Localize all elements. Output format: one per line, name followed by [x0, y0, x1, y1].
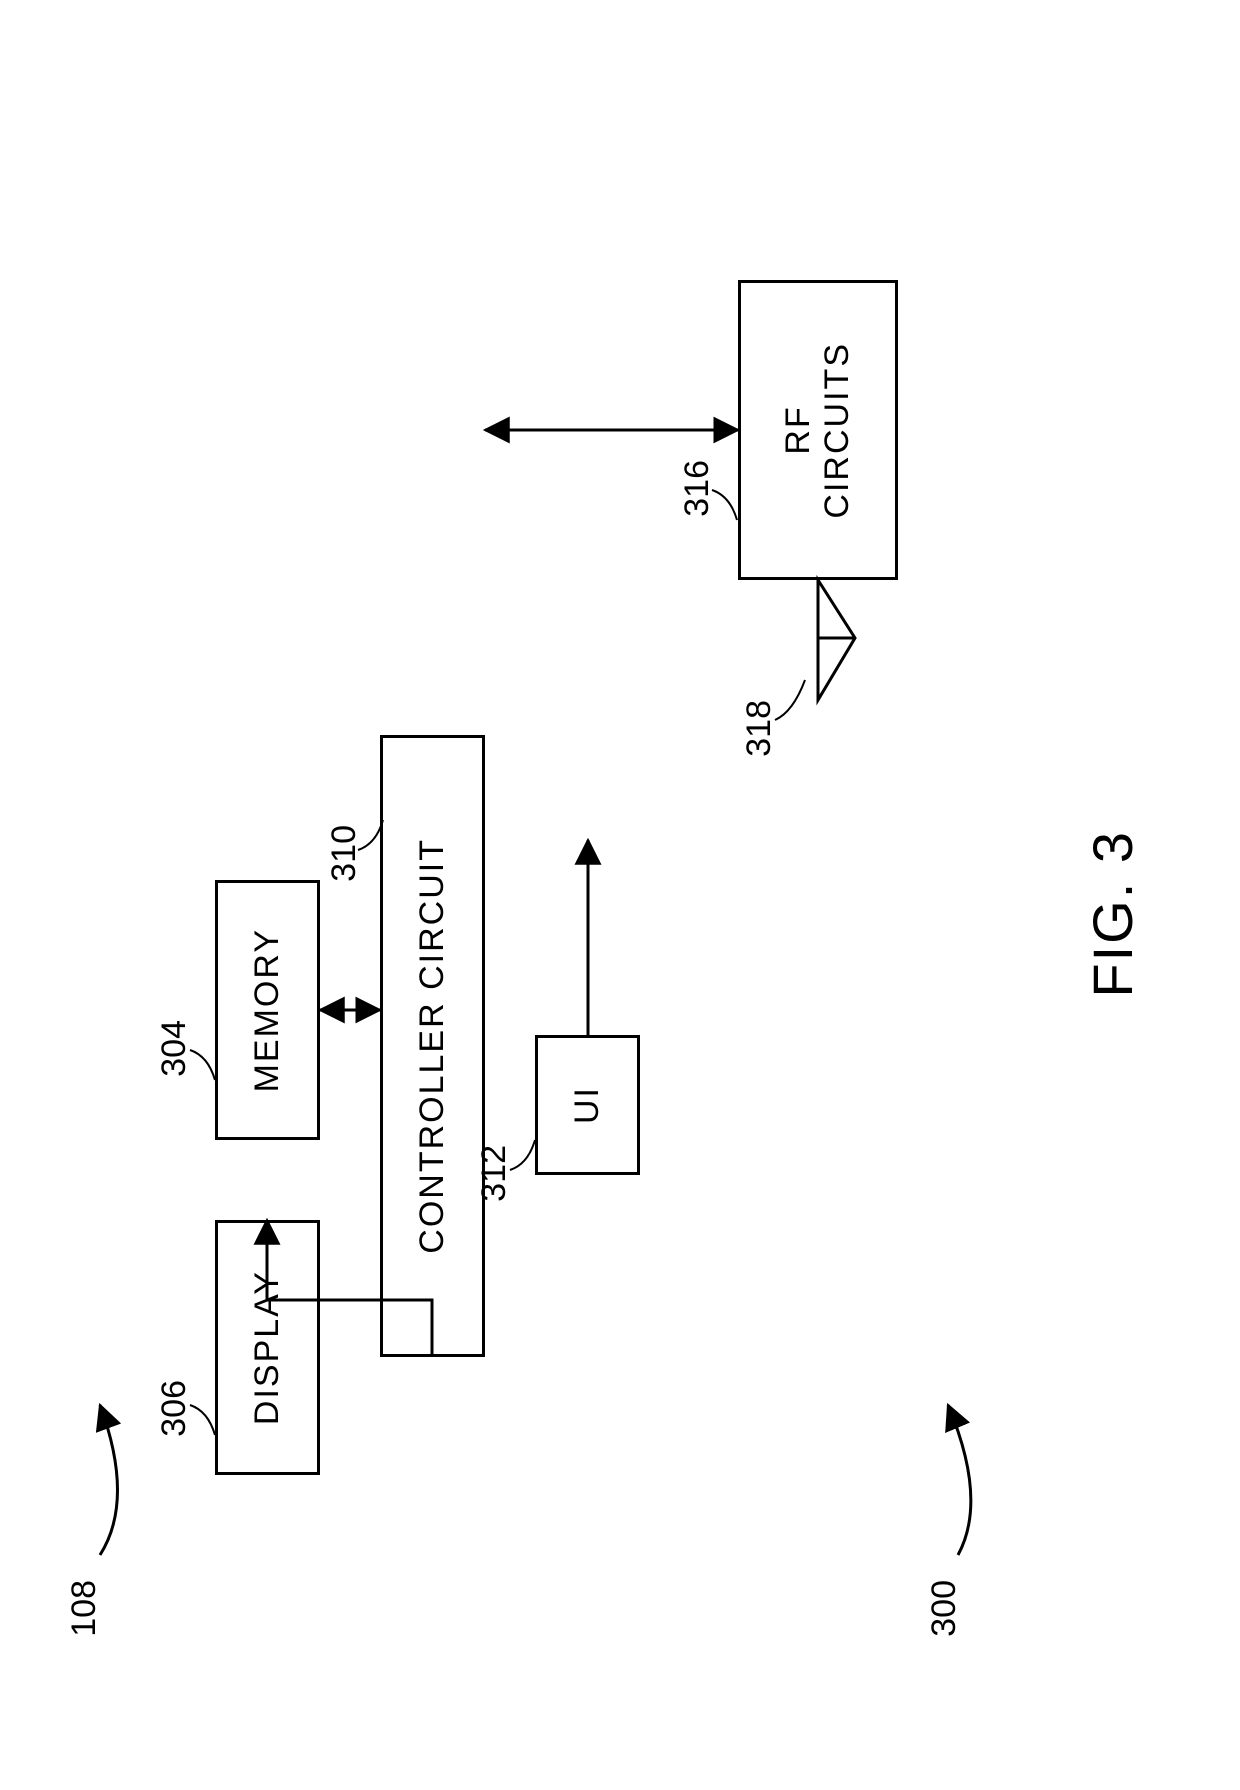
ref-arrow-108 [100, 1405, 118, 1555]
ref-300: 300 [925, 1580, 964, 1637]
block-memory: MEMORY [215, 880, 320, 1140]
connectors-overlay [0, 0, 1240, 1790]
label-display: DISPLAY [248, 1270, 287, 1425]
block-rf: RF CIRCUITS [738, 280, 898, 580]
ref-318: 318 [740, 700, 779, 757]
label-memory: MEMORY [248, 928, 287, 1092]
ref-312: 312 [475, 1145, 514, 1202]
ref-316: 316 [678, 460, 717, 517]
block-controller: CONTROLLER CIRCUIT [380, 735, 485, 1357]
block-display: DISPLAY [215, 1220, 320, 1475]
label-controller: CONTROLLER CIRCUIT [413, 838, 452, 1254]
ref-arrow-300 [948, 1405, 971, 1555]
ref-304: 304 [155, 1020, 194, 1077]
leadline-318 [775, 680, 805, 720]
figure-caption: FIG. 3 [1080, 830, 1145, 998]
antenna-icon [818, 580, 855, 700]
diagram-stage: DISPLAY MEMORY UI CONTROLLER CIRCUIT RF … [0, 0, 1240, 1790]
ref-108: 108 [65, 1580, 104, 1637]
ref-306: 306 [155, 1380, 194, 1437]
ref-310: 310 [325, 825, 364, 882]
label-ui: UI [568, 1086, 607, 1124]
label-rf: RF CIRCUITS [779, 342, 857, 519]
block-ui: UI [535, 1035, 640, 1175]
